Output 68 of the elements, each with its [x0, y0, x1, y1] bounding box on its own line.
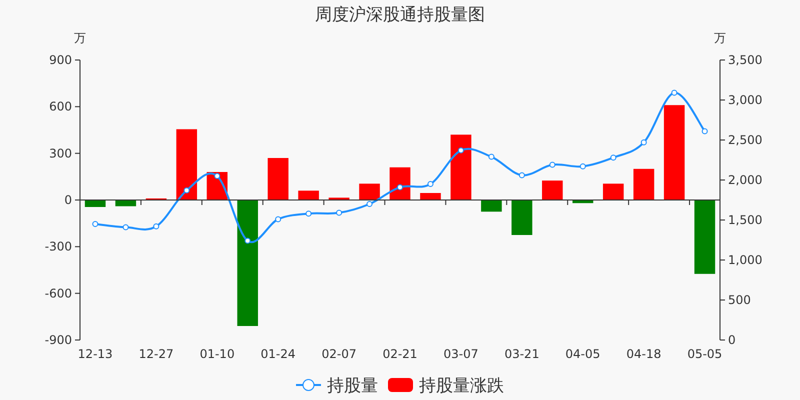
bar: [84, 200, 106, 207]
y-tick-label: -900: [44, 333, 72, 347]
y-tick-label: -600: [44, 286, 72, 300]
x-tick-label: 01-24: [260, 347, 296, 361]
y-tick-label: 0: [64, 193, 72, 207]
y2-tick-label: 1,500: [728, 213, 762, 227]
point: [549, 162, 556, 168]
x-tick-label: 02-07: [322, 347, 356, 361]
point: [427, 181, 434, 187]
bar: [602, 184, 624, 200]
bar: [450, 134, 472, 200]
y-tick-label: -300: [44, 240, 72, 254]
y-tick-label: 300: [49, 146, 72, 160]
point: [702, 128, 708, 134]
bar: [359, 184, 380, 200]
x-tick-label: 12-13: [78, 347, 113, 361]
bar: [512, 200, 532, 235]
bar: [390, 167, 410, 200]
bar: [268, 158, 288, 200]
x-tick-label: 03-21: [504, 347, 540, 361]
point: [518, 172, 525, 178]
bar: [420, 193, 441, 200]
bar: [694, 200, 716, 274]
point: [397, 184, 403, 190]
bar: [298, 190, 319, 200]
point: [306, 210, 312, 217]
point: [244, 238, 251, 244]
point: [184, 187, 190, 194]
point: [153, 223, 160, 230]
point: [580, 163, 586, 170]
y-axis-title: 万: [74, 31, 86, 45]
point: [336, 210, 342, 216]
x-tick-label: 03-07: [444, 347, 478, 361]
y2-tick-label: 1,000: [728, 253, 762, 267]
y2-tick-label: 3,000: [728, 93, 762, 107]
y2-tick-label: 3,500: [728, 53, 762, 67]
x-tick-label: 12-27: [138, 347, 174, 361]
y-tick-label: 900: [49, 53, 72, 67]
point: [458, 147, 464, 154]
point: [610, 154, 616, 161]
point: [671, 90, 678, 96]
y-tick-label: 600: [49, 100, 72, 114]
legend-label: 持股量涨跌: [419, 376, 504, 396]
point: [488, 154, 494, 160]
chart-title: 周度沪深股通持股量图: [315, 5, 485, 25]
legend-label: 持股量: [327, 376, 378, 396]
bar: [542, 180, 563, 200]
bar: [664, 105, 685, 200]
y2-tick-label: 2,000: [728, 173, 762, 187]
point: [640, 139, 647, 146]
y2-tick-label: 0: [728, 333, 736, 347]
point: [214, 173, 220, 179]
point: [366, 201, 373, 207]
x-tick-label: 02-21: [382, 347, 418, 361]
x-tick-label: 01-10: [200, 347, 235, 361]
point: [122, 224, 129, 230]
x-tick-label: 04-05: [565, 347, 600, 361]
y2-tick-label: 500: [728, 293, 751, 307]
bar: [481, 200, 502, 212]
bar: [633, 168, 654, 200]
y2-tick-label: 2,500: [728, 133, 762, 147]
y2-axis-title: 万: [714, 31, 726, 45]
bar: [237, 200, 258, 326]
point: [275, 216, 282, 222]
point: [92, 221, 98, 227]
x-tick-label: 04-18: [626, 347, 662, 361]
bar: [176, 129, 198, 200]
x-tick-label: 05-05: [687, 347, 722, 361]
